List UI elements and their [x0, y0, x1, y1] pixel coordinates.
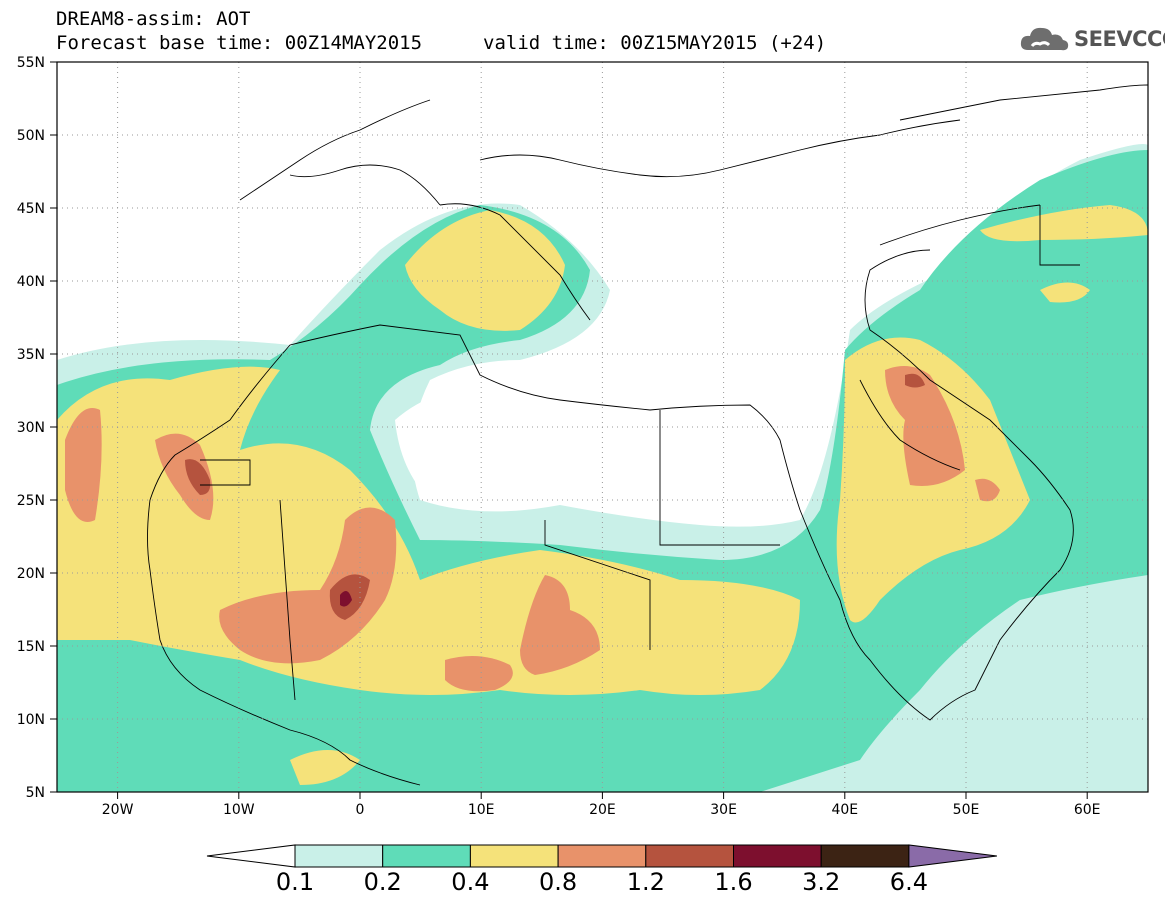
colorbar-swatch: [645, 844, 734, 868]
chart-title-model: DREAM8-assim: AOT: [56, 8, 251, 30]
colorbar-swatch: [382, 844, 471, 868]
lon-label-60e: 60E: [1074, 802, 1101, 818]
colorbar-threshold-label: 0.2: [363, 868, 402, 896]
aot-band-0.8-gulf: [975, 478, 1000, 502]
lat-label-45n: 45N: [17, 201, 45, 217]
colorbar-threshold-label: 0.4: [451, 868, 490, 896]
colorbar-swatch: [820, 844, 910, 868]
logo-text: SEEVCCC: [1074, 27, 1165, 51]
graticule: [57, 62, 1148, 792]
lat-label-10n: 10N: [17, 712, 45, 728]
aot-band-0.4-gulf-guinea: [290, 750, 360, 785]
aot-band-0.8-morocco: [155, 433, 214, 520]
latitude-labels: 55N 50N 45N 40N 35N 30N 25N 20N 15N 10N …: [17, 55, 45, 801]
colorbar: [206, 844, 997, 868]
lat-label-55n: 55N: [17, 55, 45, 71]
colorbar-under-triangle: [206, 844, 296, 868]
lon-label-10w: 10W: [223, 802, 255, 818]
lon-label-0: 0: [356, 802, 365, 818]
aot-band-1.6-mali: [340, 591, 352, 607]
coastlines: [147, 84, 1148, 786]
lon-label-30e: 30E: [710, 802, 737, 818]
colorbar-threshold-label: 1.2: [626, 868, 665, 896]
colorbar-threshold-label: 3.2: [802, 868, 841, 896]
aot-band-0.8-sahel: [219, 507, 397, 664]
aot-band-0.4-central: [1040, 282, 1090, 303]
colorbar-threshold-label: 6.4: [889, 868, 928, 896]
aot-band-1.2-iraq: [905, 373, 925, 388]
colorbar-swatch: [557, 844, 647, 868]
forecast-base-time: Forecast base time: 00Z14MAY2015: [56, 32, 423, 54]
colorbar-over-triangle: [908, 844, 997, 868]
seevccc-logo: SEEVCCC: [1018, 22, 1165, 58]
lat-label-30n: 30N: [17, 420, 45, 436]
aot-contours: [57, 144, 1148, 792]
lon-label-20w: 20W: [102, 802, 134, 818]
lat-label-20n: 20N: [17, 566, 45, 582]
colorbar-threshold-label: 1.6: [714, 868, 753, 896]
aot-band-0.8-chad: [445, 656, 513, 692]
valid-time: valid time: 00Z15MAY2015 (+24): [483, 32, 827, 54]
longitude-labels: 20W 10W 0 10E 20E 30E 40E 50E 60E: [102, 802, 1101, 818]
colorbar-swatch: [733, 844, 822, 868]
colorbar-threshold-label: 0.1: [275, 868, 315, 896]
colorbar-swatch: [469, 844, 559, 868]
lon-label-50e: 50E: [953, 802, 980, 818]
lat-label-25n: 25N: [17, 493, 45, 509]
aot-band-0.8-west: [65, 408, 102, 522]
colorbar-threshold-label: 0.8: [539, 868, 578, 896]
lat-label-35n: 35N: [17, 347, 45, 363]
lon-label-40e: 40E: [831, 802, 858, 818]
lat-label-40n: 40N: [17, 274, 45, 290]
aot-band-0.4-caspian: [980, 205, 1148, 242]
aot-band-0.8-iraq: [885, 366, 965, 486]
lat-label-15n: 15N: [17, 639, 45, 655]
colorbar-swatch: [294, 844, 384, 868]
cloud-icon: [1020, 27, 1069, 51]
lon-label-20e: 20E: [589, 802, 616, 818]
axis-ticks: [50, 61, 1088, 799]
aot-band-1.2-morocco: [185, 459, 211, 495]
aot-band-0.8-sudan: [520, 575, 600, 675]
lat-label-5n: 5N: [26, 785, 45, 801]
lon-label-10e: 10E: [468, 802, 495, 818]
lat-label-50n: 50N: [17, 128, 45, 144]
